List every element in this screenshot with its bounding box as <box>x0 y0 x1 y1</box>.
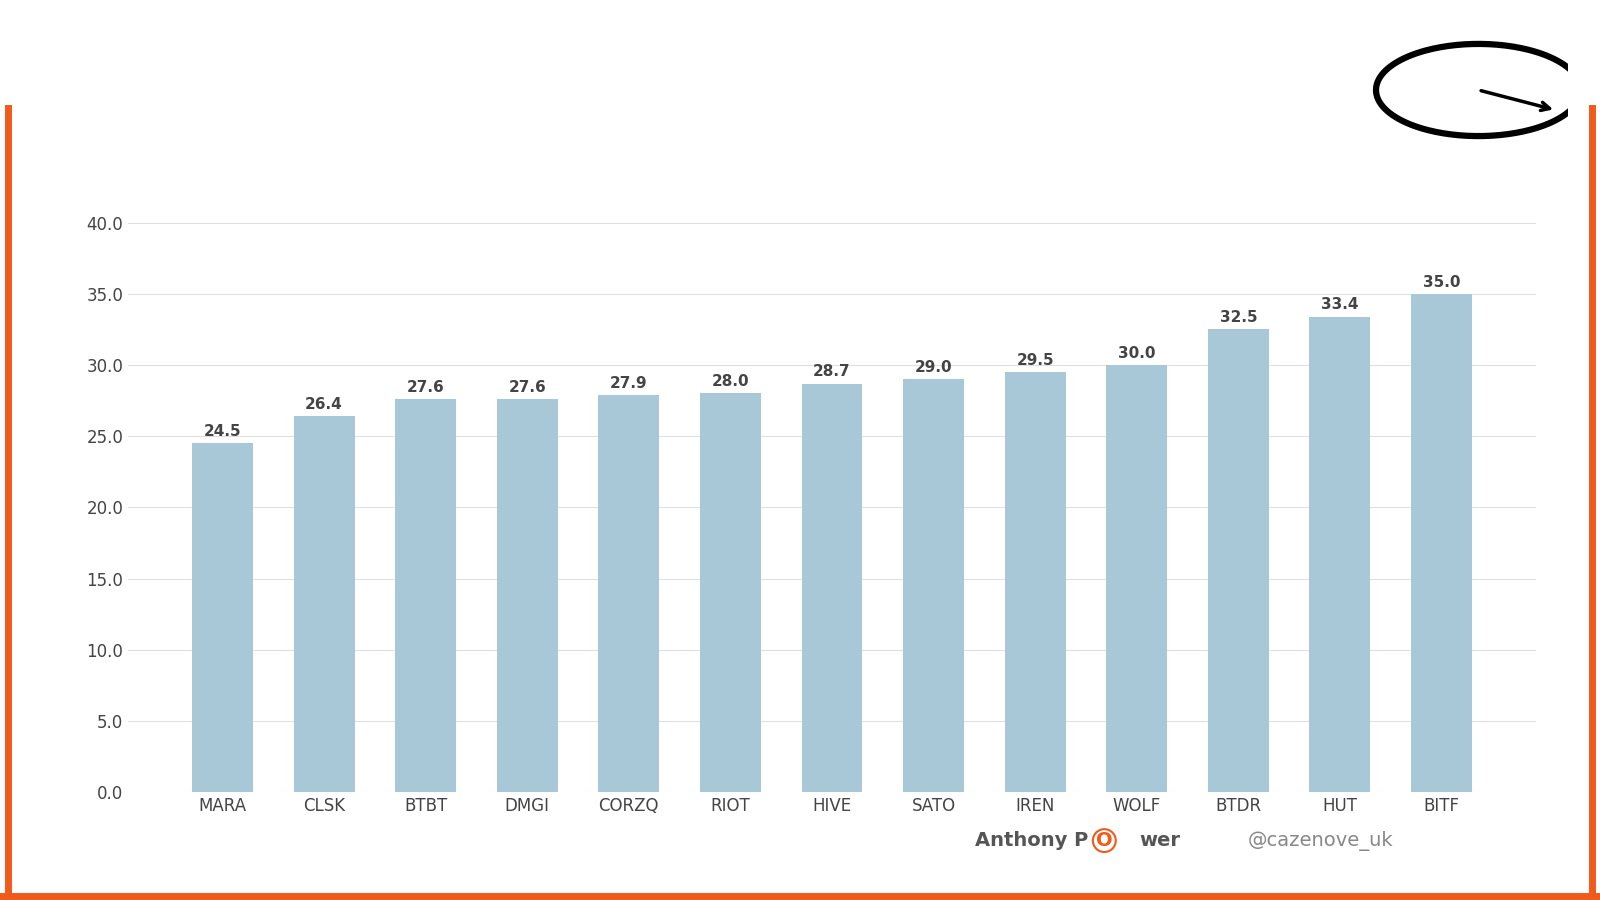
Bar <box>1208 329 1269 792</box>
Bar <box>802 383 862 792</box>
Text: O: O <box>1096 831 1112 850</box>
Text: 24.5: 24.5 <box>203 424 242 439</box>
Bar <box>496 400 558 792</box>
Text: @cazenove_uk: @cazenove_uk <box>1248 831 1394 850</box>
Text: 29.0: 29.0 <box>915 360 952 375</box>
Text: Self-mining Fleet Efficiency (J/TH): Self-mining Fleet Efficiency (J/TH) <box>48 38 893 81</box>
Bar <box>1309 317 1371 792</box>
Text: 27.6: 27.6 <box>509 380 546 395</box>
Text: 29.5: 29.5 <box>1016 353 1054 368</box>
Text: Anthony P: Anthony P <box>974 831 1088 850</box>
Text: 32.5: 32.5 <box>1219 310 1258 325</box>
Bar <box>293 417 355 792</box>
Text: 27.9: 27.9 <box>610 375 648 391</box>
Text: 35.0: 35.0 <box>1422 274 1461 290</box>
Bar <box>1411 294 1472 792</box>
Text: 28.0: 28.0 <box>712 374 749 389</box>
Bar <box>395 400 456 792</box>
Text: 33.4: 33.4 <box>1322 297 1358 312</box>
Bar <box>1005 372 1066 792</box>
Text: wer: wer <box>1139 831 1181 850</box>
Bar <box>598 395 659 792</box>
Bar <box>699 393 762 792</box>
Bar <box>192 444 253 792</box>
Text: 26.4: 26.4 <box>306 397 342 412</box>
Bar <box>902 379 965 792</box>
Text: 28.7: 28.7 <box>813 364 851 379</box>
Text: 30.0: 30.0 <box>1118 346 1155 361</box>
Bar <box>1106 365 1168 792</box>
Text: 27.6: 27.6 <box>406 380 445 395</box>
